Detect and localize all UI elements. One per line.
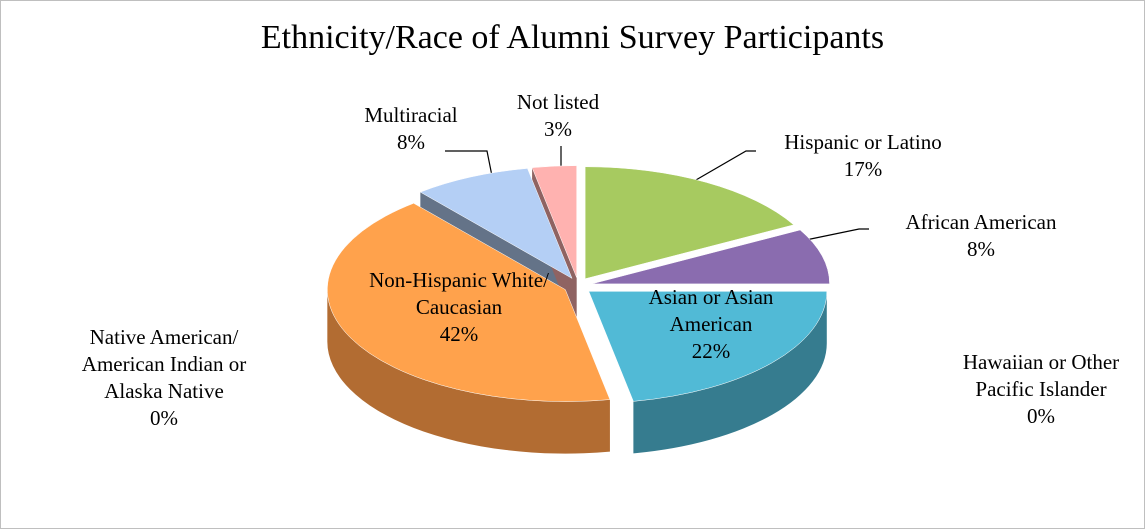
leader-line: [688, 150, 756, 185]
pie-slice: [531, 165, 577, 278]
data-label: African American 8%: [871, 209, 1091, 263]
category-label: Not listed: [516, 90, 600, 114]
category-label: Multiracial: [364, 103, 458, 127]
value-label: 8%: [397, 130, 425, 154]
pie-slice: [327, 203, 611, 402]
value-label: 3%: [544, 117, 572, 141]
data-label: Not listed 3%: [488, 89, 628, 143]
data-label: Asian or Asian American 22%: [631, 284, 791, 365]
pie-tops: [327, 165, 830, 402]
pie-slice: [584, 166, 795, 280]
value-label: 42%: [439, 322, 479, 346]
data-label: Non-Hispanic White/ Caucasian 42%: [364, 267, 554, 348]
value-label: 8%: [967, 237, 995, 261]
category-label: African American: [905, 210, 1057, 234]
value-label: 0%: [150, 406, 178, 430]
data-label: Hawaiian or Other Pacific Islander 0%: [941, 349, 1141, 430]
leader-line: [800, 228, 869, 242]
pie-slice-side: [327, 289, 610, 454]
leader-line: [445, 150, 494, 182]
chart-title: Ethnicity/Race of Alumni Survey Particip…: [260, 19, 885, 56]
value-label: 0%: [1027, 404, 1055, 428]
category-label: Asian or Asian American: [648, 285, 774, 336]
pie-slice: [588, 291, 828, 402]
data-label: Multiracial 8%: [341, 102, 481, 156]
pie-slice: [591, 229, 830, 285]
data-label: Native American/ American Indian or Alas…: [64, 324, 264, 432]
pie-slice: [419, 168, 573, 279]
category-label: Hawaiian or Other Pacific Islander: [962, 350, 1120, 401]
category-label: Non-Hispanic White/ Caucasian: [369, 268, 549, 319]
category-label: Hispanic or Latino: [784, 130, 942, 154]
data-label: Hispanic or Latino 17%: [753, 129, 973, 183]
value-label: 17%: [843, 157, 883, 181]
pie-slice-side: [633, 291, 827, 454]
value-label: 22%: [691, 339, 731, 363]
category-label: Native American/ American Indian or Alas…: [81, 325, 247, 403]
